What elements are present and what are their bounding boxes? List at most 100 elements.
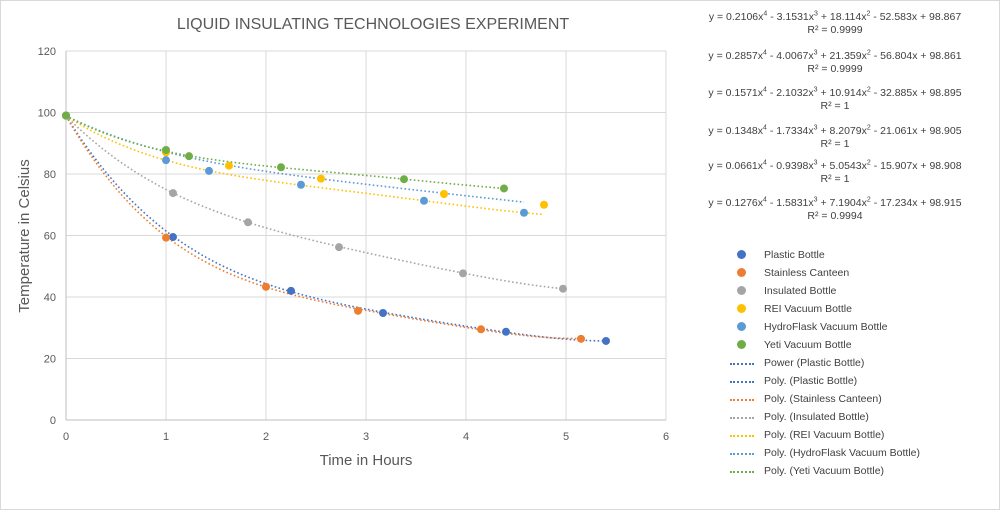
x-tick-label: 6 (663, 431, 669, 443)
point-insulated-bottle (459, 269, 467, 278)
legend-item-stainless-canteen: Stainless Canteen (730, 264, 920, 282)
y-axis-label: Temperature in Celsius (16, 159, 33, 312)
legend-label: Poly. (HydroFlask Vacuum Bottle) (764, 447, 920, 459)
legend-marker (737, 322, 746, 331)
legend-label: Poly. (Stainless Canteen) (764, 393, 882, 405)
x-tick-label: 1 (163, 431, 169, 443)
x-tick-label: 2 (263, 431, 269, 443)
point-rei-vacuum-bottle (225, 161, 233, 170)
trendline-plastic-bottle (65, 115, 607, 342)
x-axis-label: Time in Hours (320, 452, 413, 469)
legend-line (730, 363, 754, 365)
legend-label: Poly. (Insulated Bottle) (764, 411, 869, 423)
legend-label: Stainless Canteen (764, 267, 850, 279)
point-plastic-bottle (169, 233, 177, 242)
point-hydroflask-vacuum-bottle (205, 166, 213, 175)
point-plastic-bottle (502, 327, 510, 336)
legend-label: Poly. (REI Vacuum Bottle) (764, 429, 885, 441)
chart-title: LIQUID INSULATING TECHNOLOGIES EXPERIMEN… (177, 16, 570, 33)
point-plastic-bottle (379, 308, 387, 317)
legend-item-poly-insulated-bottle: Poly. (Insulated Bottle) (730, 408, 920, 426)
point-rei-vacuum-bottle (540, 200, 548, 209)
legend-label: Plastic Bottle (764, 249, 825, 261)
point-stainless-canteen (477, 325, 485, 334)
legend-item-hydroflask-vacuum-bottle: HydroFlask Vacuum Bottle (730, 318, 920, 336)
x-tick-label: 4 (463, 431, 469, 443)
point-rei-vacuum-bottle (440, 189, 448, 198)
legend-line (730, 435, 754, 437)
equation-insulated-bottle: y = 0.1571x4 - 2.1032x3 + 10.914x2 - 32.… (708, 86, 962, 113)
legend-line (730, 381, 754, 383)
point-yeti-vacuum-bottle (185, 152, 193, 161)
axes: 0 20 40 60 80 100 120 0 1 2 3 4 5 6 (38, 46, 669, 443)
legend-marker (737, 250, 746, 259)
equation-hydroflask-vacuum-bottle: y = 0.0661x4 - 0.9398x3 + 5.0543x2 - 15.… (708, 159, 962, 186)
trendline-yeti-vacuum-bottle (65, 115, 505, 190)
legend-label: HydroFlask Vacuum Bottle (764, 321, 888, 333)
x-tick-label: 3 (363, 431, 369, 443)
legend-marker (737, 286, 746, 295)
point-stainless-canteen (162, 233, 170, 242)
legend-label: Power (Plastic Bottle) (764, 357, 865, 369)
legend-label: REI Vacuum Bottle (764, 303, 852, 315)
legend-item-yeti-vacuum-bottle: Yeti Vacuum Bottle (730, 336, 920, 354)
point-stainless-canteen (354, 306, 362, 315)
legend-item-plastic-bottle: Plastic Bottle (730, 246, 920, 264)
legend-label: Poly. (Plastic Bottle) (764, 375, 858, 387)
point-yeti-vacuum-bottle (277, 163, 285, 172)
legend-item-rei-vacuum-bottle: REI Vacuum Bottle (730, 300, 920, 318)
legend-label: Insulated Bottle (764, 285, 837, 297)
point-insulated-bottle (244, 218, 252, 227)
point-hydroflask-vacuum-bottle (297, 180, 305, 189)
point-stainless-canteen (577, 334, 585, 343)
point-yeti-vacuum-bottle (500, 184, 508, 193)
trendline-rei-vacuum-bottle (65, 115, 545, 216)
legend-item-poly-stainless-canteen: Poly. (Stainless Canteen) (730, 390, 920, 408)
point-hydroflask-vacuum-bottle (520, 208, 528, 217)
legend-item-poly-yeti-vacuum-bottle: Poly. (Yeti Vacuum Bottle) (730, 462, 920, 480)
legend-item-insulated-bottle: Insulated Bottle (730, 282, 920, 300)
legend-item-poly-rei-vacuum-bottle: Poly. (REI Vacuum Bottle) (730, 426, 920, 444)
legend-item-power-plastic-bottle: Power (Plastic Bottle) (730, 354, 920, 372)
x-tick-label: 0 (63, 431, 69, 443)
point-plastic-bottle (287, 286, 295, 295)
legend-marker (737, 268, 746, 277)
point-hydroflask-vacuum-bottle (420, 196, 428, 205)
y-tick-label: 80 (44, 169, 56, 181)
legend-item-poly-hydroflask-vacuum-bottle: Poly. (HydroFlask Vacuum Bottle) (730, 444, 920, 462)
legend-marker (737, 304, 746, 313)
legend-line (730, 471, 754, 473)
point-yeti-vacuum-bottle (162, 146, 170, 155)
point-yeti-vacuum-bottle (62, 111, 70, 120)
legend-label: Poly. (Yeti Vacuum Bottle) (764, 465, 885, 477)
data-points (62, 111, 610, 345)
point-insulated-bottle (559, 284, 567, 293)
point-hydroflask-vacuum-bottle (162, 156, 170, 165)
y-tick-label: 120 (38, 46, 56, 58)
legend-line (730, 453, 754, 455)
legend: Plastic Bottle Stainless Canteen Insulat… (730, 246, 920, 480)
y-tick-label: 20 (44, 354, 56, 366)
y-tick-label: 100 (38, 108, 56, 120)
point-yeti-vacuum-bottle (400, 175, 408, 184)
point-insulated-bottle (169, 189, 177, 198)
legend-item-poly-plastic-bottle: Poly. (Plastic Bottle) (730, 372, 920, 390)
equation-plastic-bottle: y = 0.2106x4 - 3.1531x3 + 18.114x2 - 52.… (708, 10, 962, 37)
point-rei-vacuum-bottle (317, 174, 325, 183)
x-tick-label: 5 (563, 431, 569, 443)
trendline-insulated-bottle (65, 115, 564, 290)
trendlines (65, 115, 607, 342)
point-stainless-canteen (262, 282, 270, 291)
equation-stainless-canteen: y = 0.2857x4 - 4.0067x3 + 21.359x2 - 56.… (708, 49, 962, 76)
equation-yeti-vacuum-bottle: y = 0.1276x4 - 1.5831x3 + 7.1904x2 - 17.… (708, 196, 962, 223)
y-tick-label: 60 (44, 231, 56, 243)
legend-line (730, 399, 754, 401)
equation-rei-vacuum-bottle: y = 0.1348x4 - 1.7334x3 + 8.2079x2 - 21.… (708, 124, 962, 151)
legend-marker (737, 340, 746, 349)
legend-label: Yeti Vacuum Bottle (764, 339, 852, 351)
point-plastic-bottle (602, 336, 610, 345)
y-tick-label: 40 (44, 292, 56, 304)
point-insulated-bottle (335, 243, 343, 252)
